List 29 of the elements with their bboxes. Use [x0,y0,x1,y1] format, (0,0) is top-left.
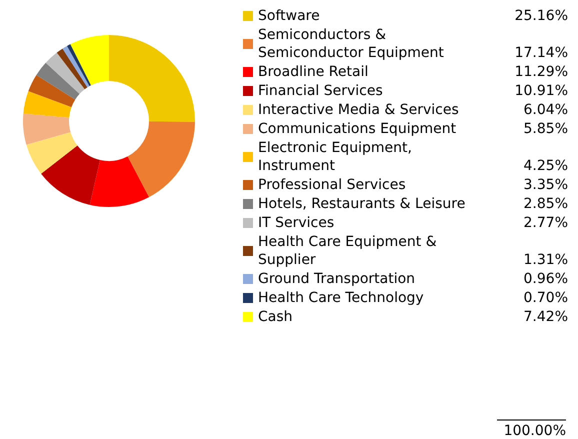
legend-label: Health Care Equipment & Supplier [258,234,437,268]
data-label: 3.35% [524,177,568,193]
data-label: 1.31% [524,252,568,268]
legend-label: Interactive Media & Services [258,102,459,118]
legend-label: Communications Equipment [258,121,457,137]
data-label: 0.70% [524,290,568,306]
legend-label: IT Services [258,215,334,231]
legend-label: Ground Transportation [258,271,416,287]
legend-label: Electronic Equipment, Instrument [258,140,412,174]
legend-label: Semiconductors & Semiconductor Equipment [258,27,444,61]
legend-label: Cash [258,309,293,325]
legend-label: Health Care Technology [258,290,424,306]
legend-label: Broadline Retail [258,64,368,80]
data-label: 5.85% [524,121,568,137]
data-label: 25.16% [514,8,568,24]
legend-label: Software [258,8,320,24]
data-label: 10.91% [514,83,568,99]
data-label: 7.42% [524,309,568,325]
legend-label: Hotels, Restaurants & Leisure [258,196,466,212]
data-label: 0.96% [524,271,568,287]
data-label: 4.25% [524,158,568,174]
data-label: 2.77% [524,215,568,231]
data-label: 6.04% [524,102,568,118]
text: 100.00% [504,423,566,439]
data-label: 17.14% [514,45,568,61]
legend-label: Financial Services [258,83,383,99]
legend-label: Professional Services [258,177,406,193]
data-label: 2.85% [524,196,568,212]
data-label: 11.29% [514,64,568,80]
